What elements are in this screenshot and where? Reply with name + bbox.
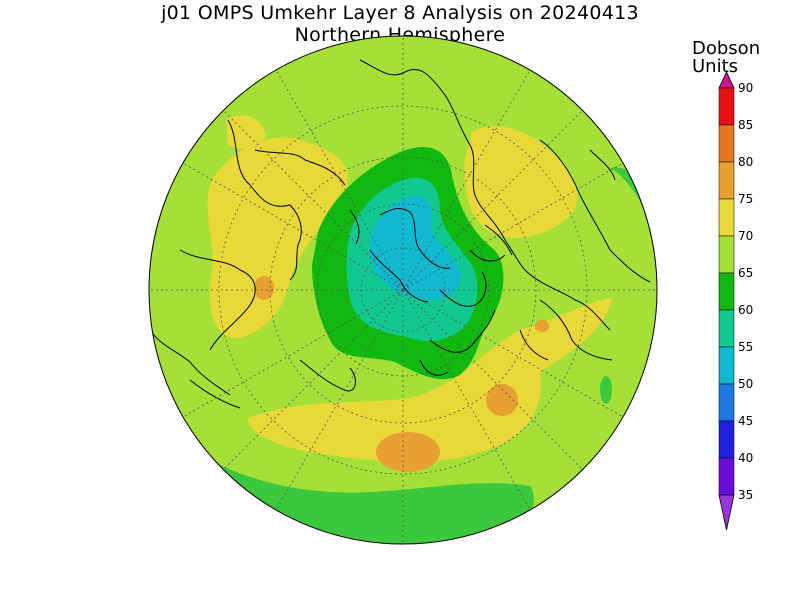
colorbar-tick-label: 80: [738, 155, 753, 169]
colorbar-tick-label: 90: [738, 81, 753, 95]
units-line-2: Units: [692, 56, 739, 77]
colorbar-bin-5: [718, 272, 735, 311]
colorbar-tick-label: 50: [738, 377, 753, 391]
colorbar-tick-label: 85: [738, 118, 753, 132]
colorbar-bin-6: [718, 309, 735, 348]
colorbar-bin-4: [718, 235, 735, 274]
field-region-orange-4: [254, 276, 274, 300]
colorbar-tick-label: 60: [738, 303, 753, 317]
map-boundary: [148, 35, 658, 545]
colorbar-tick-label: 70: [738, 229, 753, 243]
colorbar-bin-10: [718, 457, 735, 496]
colorbar-tick-label: 65: [738, 266, 753, 280]
field-region-orange-2: [486, 384, 518, 416]
field-region-yellow-left: [207, 137, 348, 339]
field-region-yellow-right: [464, 126, 578, 238]
colorbar-tick-label: 45: [738, 414, 753, 428]
colorbar-bin-2: [718, 161, 735, 200]
field-region-yellow-topleft: [226, 115, 266, 149]
colorbar-bin-9: [718, 420, 735, 459]
colorbar-bin-0: [718, 87, 735, 126]
coastlines: [149, 59, 651, 409]
colorbar-tick-label: 40: [738, 451, 753, 465]
colorbar-bin-3: [718, 198, 735, 237]
colorbar-bin-8: [718, 383, 735, 422]
field-region-yellow-lower: [248, 298, 612, 462]
units-line-1: Dobson: [692, 38, 761, 59]
colorbar-tick-label: 75: [738, 192, 753, 206]
colorbar-top-extension: [718, 71, 735, 89]
field-region-orange-1: [376, 432, 440, 472]
colorbar-tick-label: 55: [738, 340, 753, 354]
field-region-orange-3: [535, 320, 549, 332]
field-region-cyan-55: [369, 196, 461, 300]
colorbar-bin-1: [718, 124, 735, 163]
colorbar-units-label: Dobson Units: [692, 40, 760, 76]
map-title: j01 OMPS Umkehr Layer 8 Analysis on 2024…: [161, 2, 639, 24]
field-region-green-right-1: [600, 376, 612, 404]
colorbar-bottom-extension: [718, 494, 735, 531]
ozone-field: [149, 36, 657, 544]
colorbar-bin-7: [718, 346, 735, 385]
colorbar-tick-label: 35: [738, 488, 753, 502]
colorbar: 35 40 45 50 55 60 65 70 75 80 85 90: [718, 71, 753, 531]
graticule: [149, 36, 657, 544]
